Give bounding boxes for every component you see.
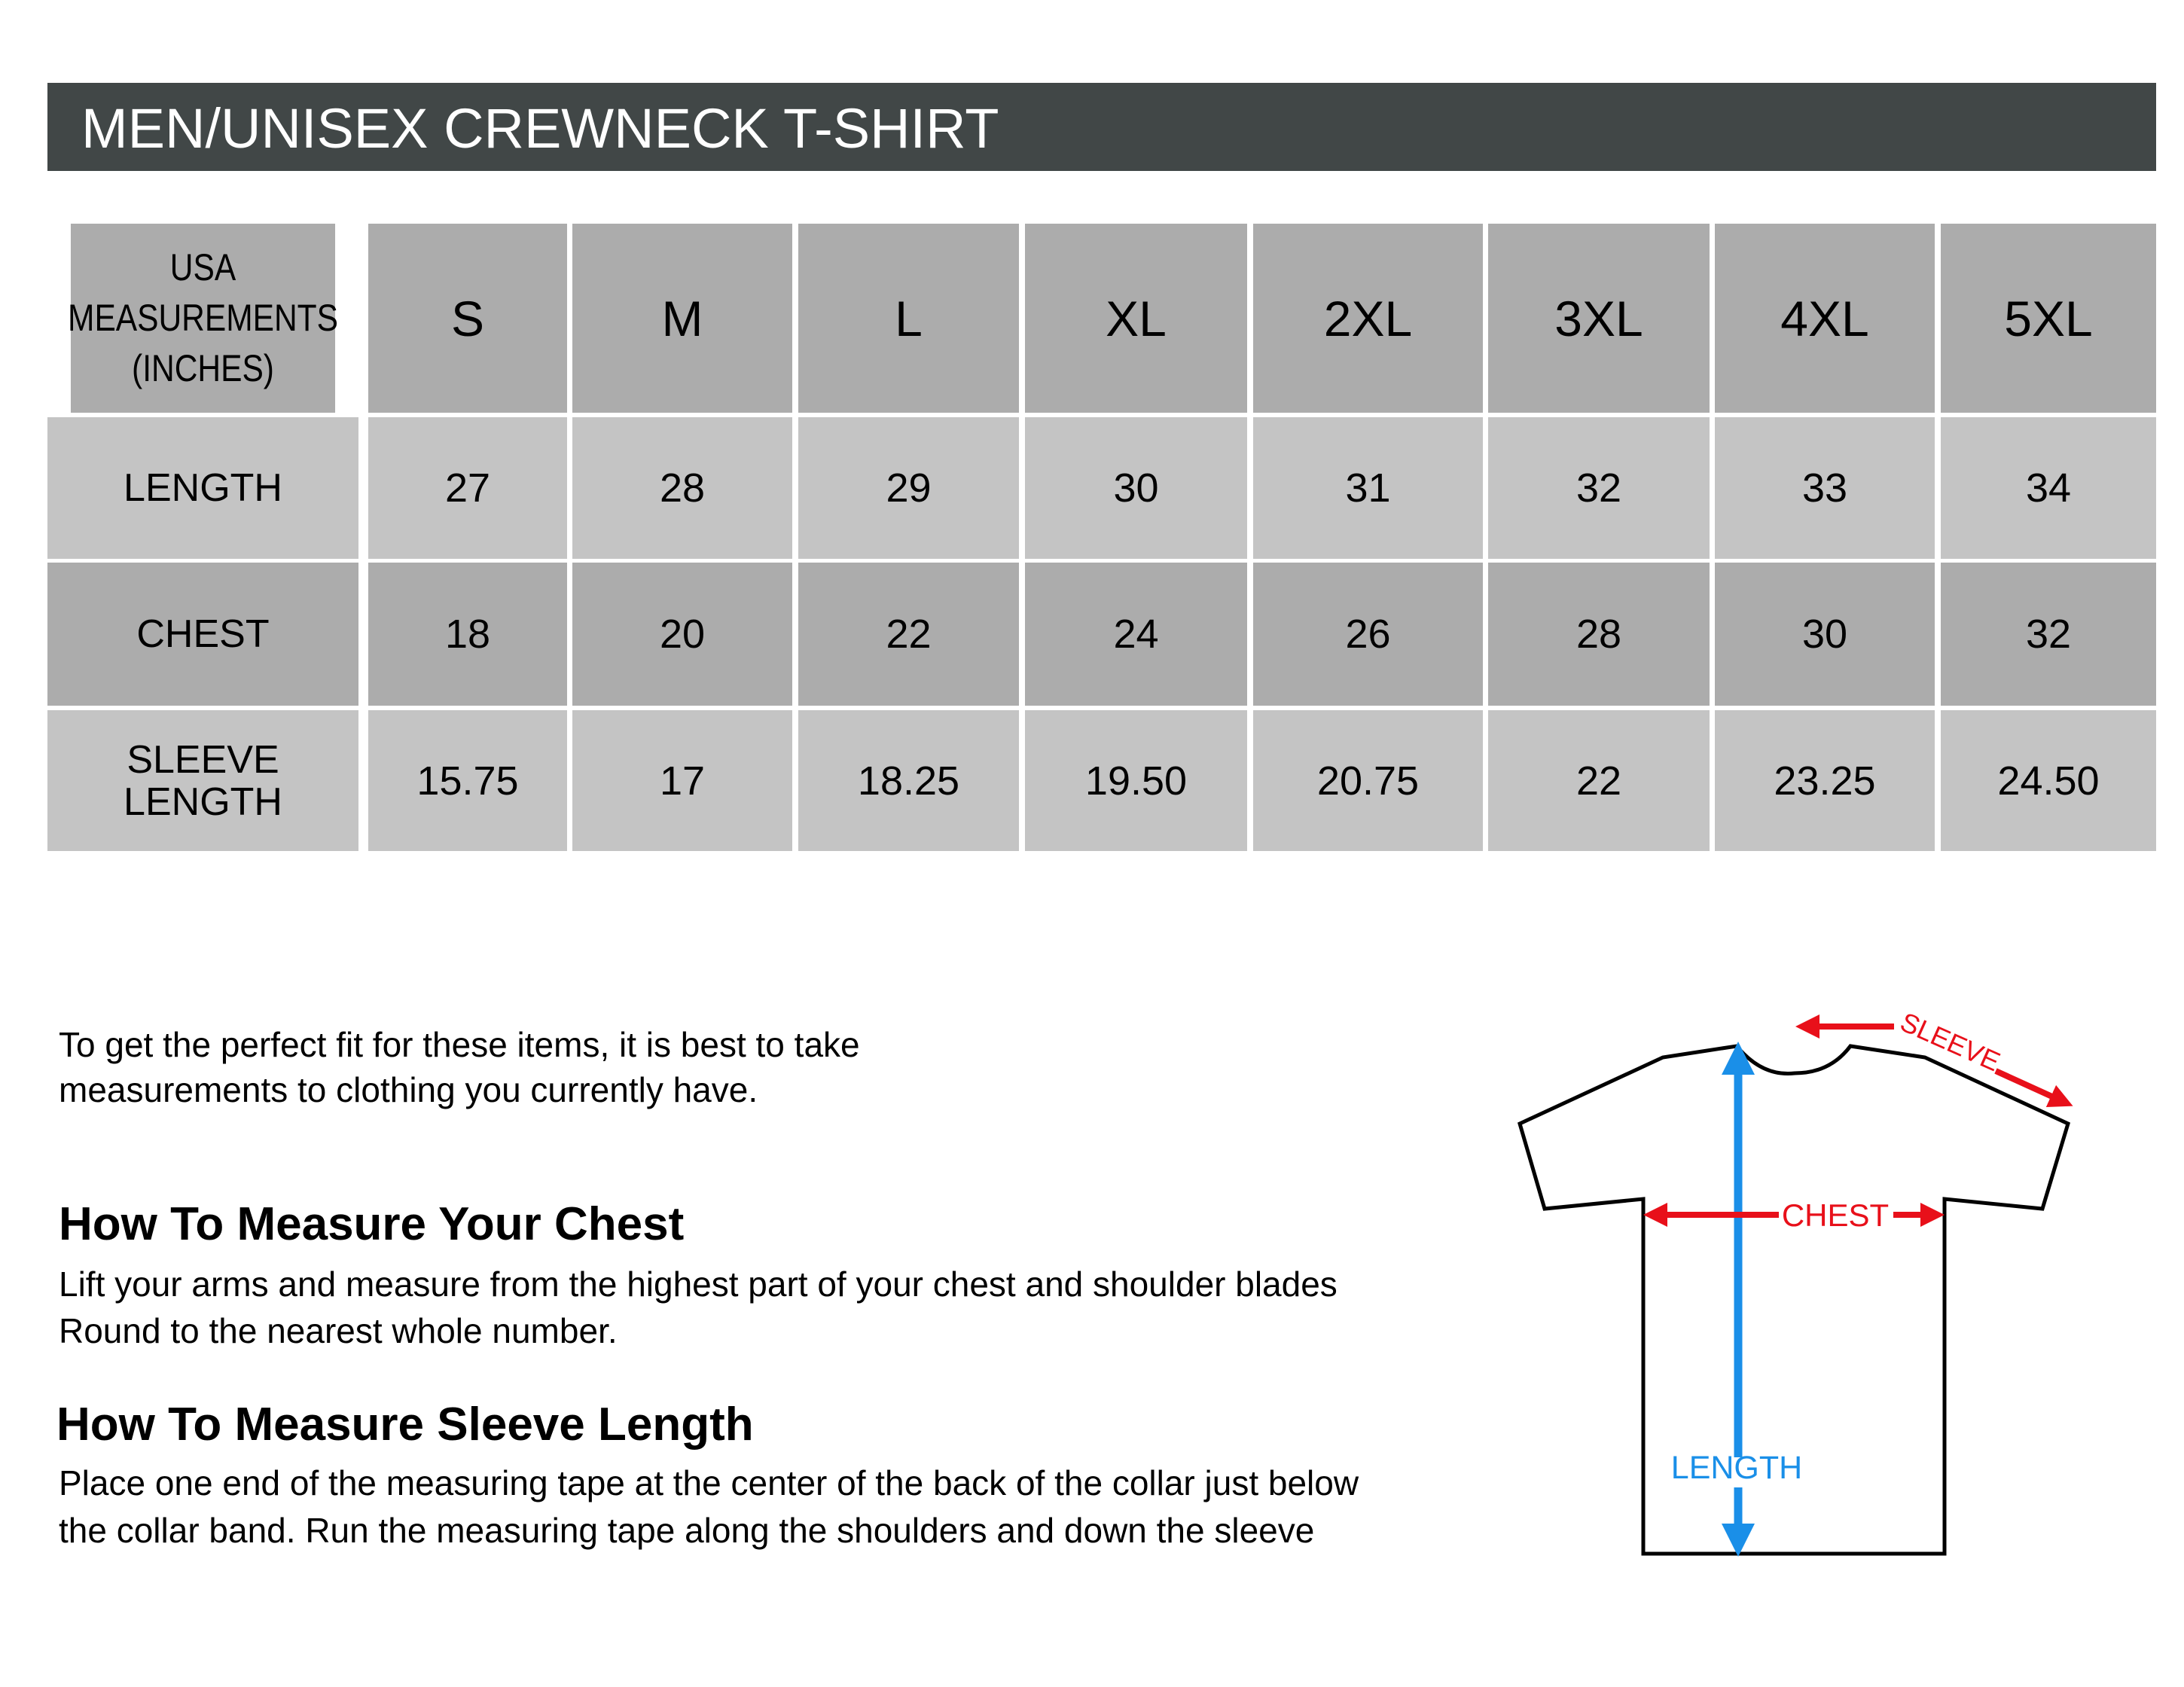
table-cell-text: 19.50 [1084, 758, 1188, 804]
table-cell: 30 [1715, 563, 1935, 706]
row-label-line: LENGTH [124, 779, 282, 824]
intro-line-2: measurements to clothing you currently h… [59, 1070, 758, 1109]
size-header: 5XL [1941, 224, 2156, 413]
table-cell-text: 29 [886, 465, 932, 511]
table-cell: 29 [798, 417, 1019, 559]
length-label: LENGTH [1671, 1450, 1802, 1486]
table-cell-text: 20.75 [1316, 758, 1420, 804]
table-cell: 24 [1025, 563, 1247, 706]
table-cell-text: 32 [2025, 612, 2072, 657]
size-header: L [798, 224, 1019, 413]
table-cell: 22 [798, 563, 1019, 706]
header-corner-text: USA MEASUREMENTS (INCHES) [68, 243, 338, 394]
size-header-text: S [450, 290, 485, 346]
table-cell-text: 28 [1575, 612, 1622, 657]
table-cell: 32 [1941, 563, 2156, 706]
table-cell-text: 31 [1345, 465, 1391, 511]
size-header: 3XL [1488, 224, 1710, 413]
row-label-text: SLEEVE LENGTH [124, 739, 282, 823]
table-cell: 15.75 [368, 710, 567, 851]
table-cell-text: 22 [1575, 758, 1622, 804]
table-cell: 34 [1941, 417, 2156, 559]
size-header-text: L [895, 290, 923, 346]
sleeve-text-2: the collar band. Run the measuring tape … [59, 1511, 1315, 1550]
table-cell-text: 30 [1113, 465, 1159, 511]
corner-label-line: (INCHES) [132, 347, 274, 389]
row-label: SLEEVE LENGTH [47, 710, 358, 851]
table-cell: 20.75 [1253, 710, 1483, 851]
table-cell-text: 24.50 [1997, 758, 2100, 804]
table-cell-text: 32 [1575, 465, 1622, 511]
chest-text-2: Round to the nearest whole number. [59, 1311, 618, 1350]
table-cell: 17 [572, 710, 792, 851]
size-header: XL [1025, 224, 1247, 413]
table-cell-text: 18.25 [857, 758, 960, 804]
table-cell: 20 [572, 563, 792, 706]
table-cell-text: 24 [1113, 612, 1159, 657]
size-header: 2XL [1253, 224, 1483, 413]
size-header: 4XL [1715, 224, 1935, 413]
table-cell: 27 [368, 417, 567, 559]
table-cell-text: 23.25 [1774, 758, 1876, 804]
size-header-text: M [661, 290, 703, 346]
table-cell-text: 26 [1345, 612, 1391, 657]
row-label-text: CHEST [136, 612, 270, 656]
intro-line-1: To get the perfect fit for these items, … [59, 1025, 860, 1064]
table-cell: 24.50 [1941, 710, 2156, 851]
sleeve-label: SLEEVE [1896, 1006, 2005, 1077]
corner-label-line: MEASUREMENTS [68, 297, 338, 339]
size-header: M [572, 224, 792, 413]
table-cell-text: 17 [659, 758, 706, 804]
size-header-text: 5XL [2004, 290, 2093, 346]
chest-text-1: Lift your arms and measure from the high… [59, 1264, 1338, 1304]
sleeve-arrow-right [1994, 1068, 2073, 1107]
table-cell: 33 [1715, 417, 1935, 559]
size-header-text: 2XL [1323, 290, 1413, 346]
table-cell-text: 30 [1801, 612, 1848, 657]
table-cell-text: 33 [1801, 465, 1848, 511]
table-cell: 31 [1253, 417, 1483, 559]
table-cell: 32 [1488, 417, 1710, 559]
table-cell-text: 15.75 [416, 758, 519, 804]
row-label-line: SLEEVE [127, 737, 279, 782]
page-title: MEN/UNISEX CREWNECK T-SHIRT [81, 97, 999, 160]
sleeve-text-1: Place one end of the measuring tape at t… [59, 1463, 1359, 1502]
table-cell: 28 [572, 417, 792, 559]
size-header-text: XL [1106, 290, 1167, 346]
table-cell: 28 [1488, 563, 1710, 706]
table-cell: 23.25 [1715, 710, 1935, 851]
sleeve-heading: How To Measure Sleeve Length [56, 1399, 754, 1451]
table-cell-text: 28 [659, 465, 706, 511]
row-label-text: LENGTH [124, 466, 282, 510]
chest-label: CHEST [1782, 1197, 1889, 1233]
table-cell: 26 [1253, 563, 1483, 706]
table-cell-text: 27 [444, 465, 491, 511]
table-cell-text: 34 [2025, 465, 2072, 511]
table-cell-text: 22 [886, 612, 932, 657]
size-header: S [368, 224, 567, 413]
table-cell-text: 20 [659, 612, 706, 657]
table-cell: 19.50 [1025, 710, 1247, 851]
size-header-text: 4XL [1780, 290, 1869, 346]
row-label: CHEST [47, 563, 358, 706]
table-cell: 22 [1488, 710, 1710, 851]
corner-label-line: USA [169, 246, 236, 288]
table-cell: 18 [368, 563, 567, 706]
size-header-text: 3XL [1554, 290, 1643, 346]
table-cell: 30 [1025, 417, 1247, 559]
chest-heading: How To Measure Your Chest [59, 1198, 685, 1250]
title-banner: MEN/UNISEX CREWNECK T-SHIRT [47, 83, 2156, 171]
table-cell-text: 18 [444, 612, 491, 657]
table-cell: 18.25 [798, 710, 1019, 851]
row-label: LENGTH [47, 417, 358, 559]
header-corner: USA MEASUREMENTS (INCHES) [68, 224, 338, 413]
